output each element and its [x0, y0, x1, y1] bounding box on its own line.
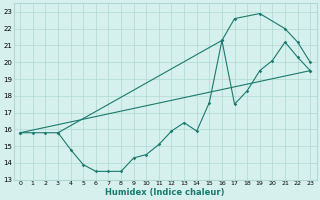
X-axis label: Humidex (Indice chaleur): Humidex (Indice chaleur) [106, 188, 225, 197]
